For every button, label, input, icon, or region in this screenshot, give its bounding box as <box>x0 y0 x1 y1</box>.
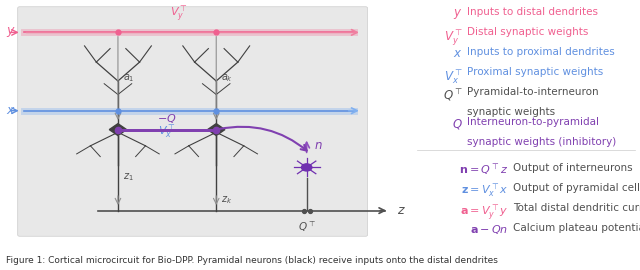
Text: synaptic weights (inhibitory): synaptic weights (inhibitory) <box>467 137 616 147</box>
Text: $a_k$: $a_k$ <box>221 72 233 84</box>
Text: Output of pyramidal cells: Output of pyramidal cells <box>513 183 640 193</box>
Text: $-Q$: $-Q$ <box>157 112 177 125</box>
Text: $\mathbf{a} = V_y^\top y$: $\mathbf{a} = V_y^\top y$ <box>460 203 508 223</box>
Text: Pyramidal-to-interneuron: Pyramidal-to-interneuron <box>467 87 599 97</box>
Text: $x$: $x$ <box>6 104 16 117</box>
Text: $\mathbf{n} = Q^\top z$: $\mathbf{n} = Q^\top z$ <box>459 163 508 178</box>
Text: $z_1$: $z_1$ <box>123 171 133 183</box>
Text: $n$: $n$ <box>314 139 323 152</box>
Text: Proximal synaptic weights: Proximal synaptic weights <box>467 67 604 77</box>
Text: Interneuron-to-pyramidal: Interneuron-to-pyramidal <box>467 117 599 127</box>
Text: $V_x^\top$: $V_x^\top$ <box>158 124 176 141</box>
Text: $z$: $z$ <box>397 204 406 217</box>
Text: synaptic weights: synaptic weights <box>467 107 556 117</box>
Text: Calcium plateau potentials: Calcium plateau potentials <box>513 223 640 233</box>
Text: $Q$: $Q$ <box>452 117 463 131</box>
Text: Inputs to distal dendrites: Inputs to distal dendrites <box>467 7 598 17</box>
Text: $Q^\top$: $Q^\top$ <box>298 220 316 234</box>
FancyBboxPatch shape <box>18 7 367 236</box>
Text: Inputs to proximal dendrites: Inputs to proximal dendrites <box>467 47 615 57</box>
Text: Distal synaptic weights: Distal synaptic weights <box>467 27 589 37</box>
Text: $Q^\top$: $Q^\top$ <box>443 87 463 103</box>
Text: Output of interneurons: Output of interneurons <box>513 163 632 173</box>
Text: $V_y^\top$: $V_y^\top$ <box>170 5 188 24</box>
Text: Total distal dendritic current: Total distal dendritic current <box>513 203 640 213</box>
Text: $y$: $y$ <box>6 25 16 39</box>
Circle shape <box>301 164 312 171</box>
Text: $x$: $x$ <box>453 47 463 60</box>
Polygon shape <box>207 124 225 136</box>
Text: $z_k$: $z_k$ <box>221 194 232 206</box>
Text: $y$: $y$ <box>453 7 463 21</box>
Text: $a_1$: $a_1$ <box>123 72 134 84</box>
Text: $V_x^\top$: $V_x^\top$ <box>444 67 463 86</box>
Text: $V_y^\top$: $V_y^\top$ <box>444 27 463 48</box>
Text: Figure 1: Cortical microcircuit for Bio-DPP. Pyramidal neurons (black) receive i: Figure 1: Cortical microcircuit for Bio-… <box>6 256 499 265</box>
Text: $\mathbf{z} = V_x^\top x$: $\mathbf{z} = V_x^\top x$ <box>461 183 508 200</box>
Polygon shape <box>109 124 127 136</box>
Text: $\mathbf{a} - Qn$: $\mathbf{a} - Qn$ <box>470 223 508 236</box>
